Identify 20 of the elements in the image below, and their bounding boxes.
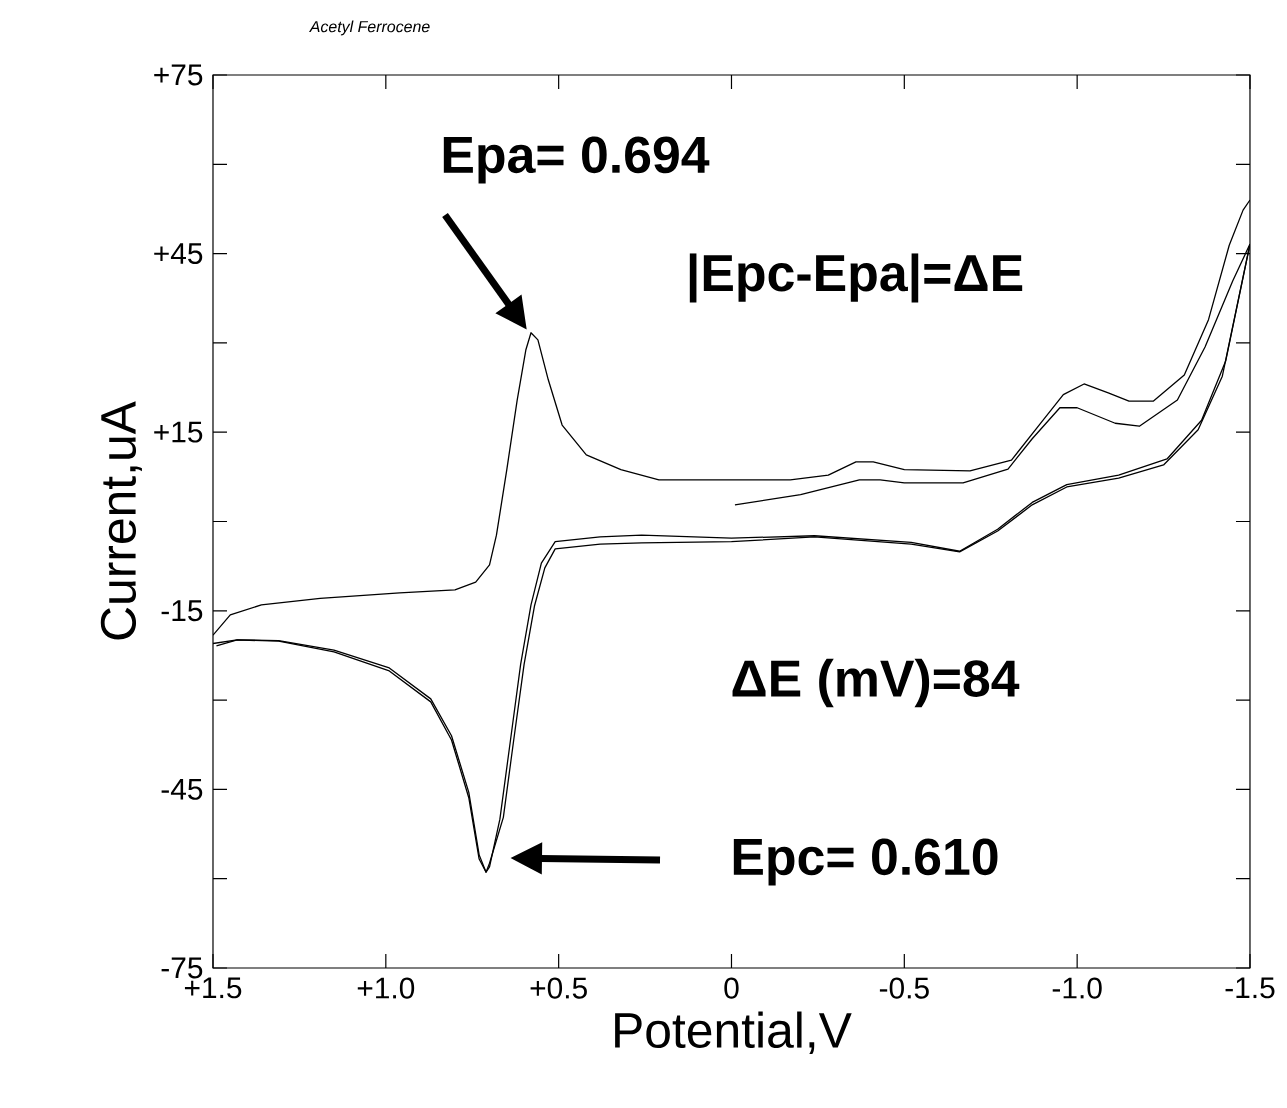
y-tick-label: -75 bbox=[161, 957, 203, 979]
annotation: Epc= 0.610 bbox=[733, 838, 998, 886]
y-tick-label: -45 bbox=[161, 778, 203, 800]
x-tick-label: -1.0 bbox=[1052, 977, 1102, 999]
annotation: Epa= 0.694 bbox=[443, 136, 710, 184]
annotation: |Epc-Epa|=ΔE bbox=[689, 253, 1023, 303]
chart-title: Acetyl Ferrocene bbox=[308, 20, 430, 36]
x-tick-label: -0.5 bbox=[879, 977, 929, 999]
y-tick-label: +75 bbox=[154, 64, 203, 86]
x-tick-label: +1.0 bbox=[357, 977, 415, 999]
y-tick-label: +45 bbox=[154, 243, 203, 265]
x-tick-label: +0.5 bbox=[530, 977, 587, 999]
x-tick-label: +1.5 bbox=[184, 977, 242, 999]
x-tick-label: -1.5 bbox=[1225, 977, 1275, 999]
y-axis-title: Current,uA bbox=[100, 401, 142, 640]
x-tick-label: 0 bbox=[724, 977, 739, 999]
x-axis-title: Potential,V bbox=[615, 1011, 852, 1054]
annotation: ΔE (mV)=84 bbox=[732, 658, 1020, 708]
y-tick-label: +15 bbox=[154, 421, 203, 443]
y-tick-label: -15 bbox=[161, 600, 203, 622]
